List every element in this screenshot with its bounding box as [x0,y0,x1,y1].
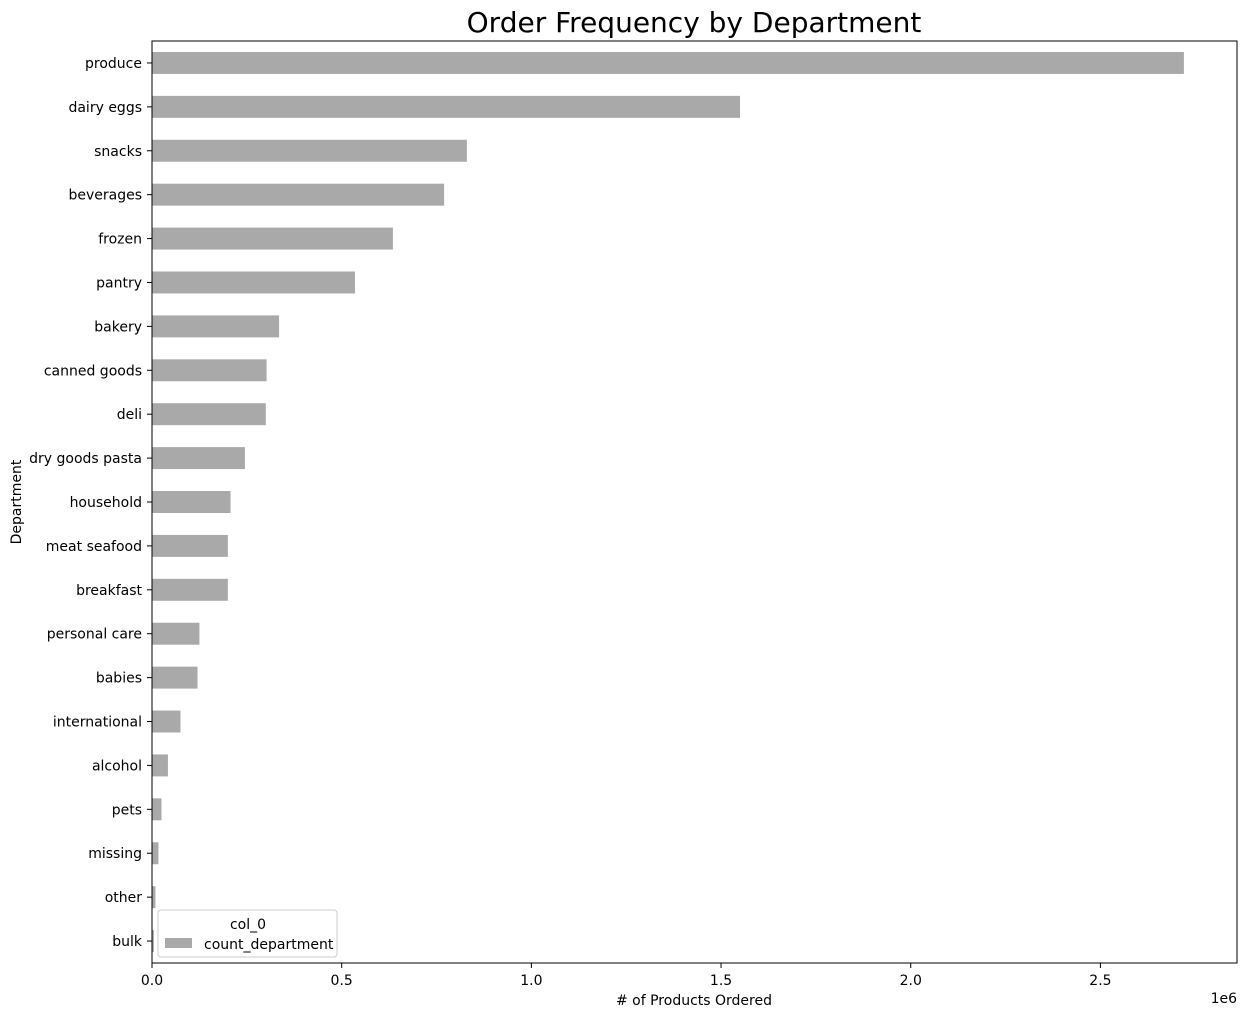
legend-box [157,909,338,958]
bar-personal-care [152,622,200,645]
y-tick-label: international [53,715,142,731]
bar-international [152,710,181,733]
bar-other [152,886,156,909]
y-axis-ticks: produce dairy eggs snacks beverages frozen pa… [29,56,152,950]
bar-bakery [152,315,280,338]
bar-snacks [152,139,467,162]
bar-canned-goods [152,359,267,382]
bar-babies [152,666,198,689]
bar-alcohol [152,754,168,777]
y-tick-label: produce [85,56,142,72]
legend-title: col_0 [230,917,266,933]
bar-meat-seafood [152,534,228,557]
x-tick-label: 2.5 [1089,973,1111,989]
y-tick-label: deli [117,407,142,423]
bar-frozen [152,227,393,250]
y-tick-label: dry goods pasta [29,451,142,467]
y-tick-label: missing [88,846,142,862]
bar-produce [152,51,1184,74]
x-tick-label: 1.5 [710,973,732,989]
legend-swatch [165,938,192,948]
bar-pets [152,798,162,821]
y-tick-label: meat seafood [46,539,142,555]
y-tick-label: babies [96,671,142,687]
bar-bulk [152,930,154,953]
chart-title: Order Frequency by Department [467,6,922,39]
bar-dry-goods-pasta [152,447,245,470]
y-tick-label: snacks [94,144,142,160]
x-tick-label: 0.5 [331,973,353,989]
x-axis-label: # of Products Ordered [616,993,772,1009]
bar-household [152,491,231,513]
x-tick-label: 2.0 [900,973,922,989]
bar-pantry [152,271,355,294]
y-tick-label: dairy eggs [68,100,142,116]
y-tick-label: canned goods [44,363,142,379]
x-axis-ticks: 0.0 0.5 1.0 1.5 2.0 2.5 [141,963,1112,989]
y-tick-label: frozen [98,232,142,248]
bar-missing [152,842,159,865]
y-axis-label: Department [9,459,25,544]
x-tick-label: 0.0 [141,973,163,989]
y-tick-label: other [105,890,143,906]
y-tick-label: beverages [68,188,142,204]
y-tick-label: bakery [94,319,142,335]
x-axis-offset-label: 1e6 [1211,991,1238,1007]
y-tick-label: bulk [112,934,143,950]
bar-deli [152,403,266,426]
y-tick-label: personal care [47,627,142,643]
y-tick-label: breakfast [76,583,142,599]
y-tick-label: pets [112,802,142,818]
y-tick-label: household [70,495,142,511]
bar-dairy-eggs [152,95,741,118]
y-tick-label: alcohol [92,758,142,774]
y-tick-label: pantry [96,275,142,291]
legend-entry-label: count_department [204,937,334,953]
legend: col_0 count_department [157,909,338,958]
x-tick-label: 1.0 [520,973,542,989]
bars-group [152,51,1184,953]
plot-frame [151,40,1238,964]
bar-beverages [152,183,445,206]
bar-breakfast [152,578,228,601]
